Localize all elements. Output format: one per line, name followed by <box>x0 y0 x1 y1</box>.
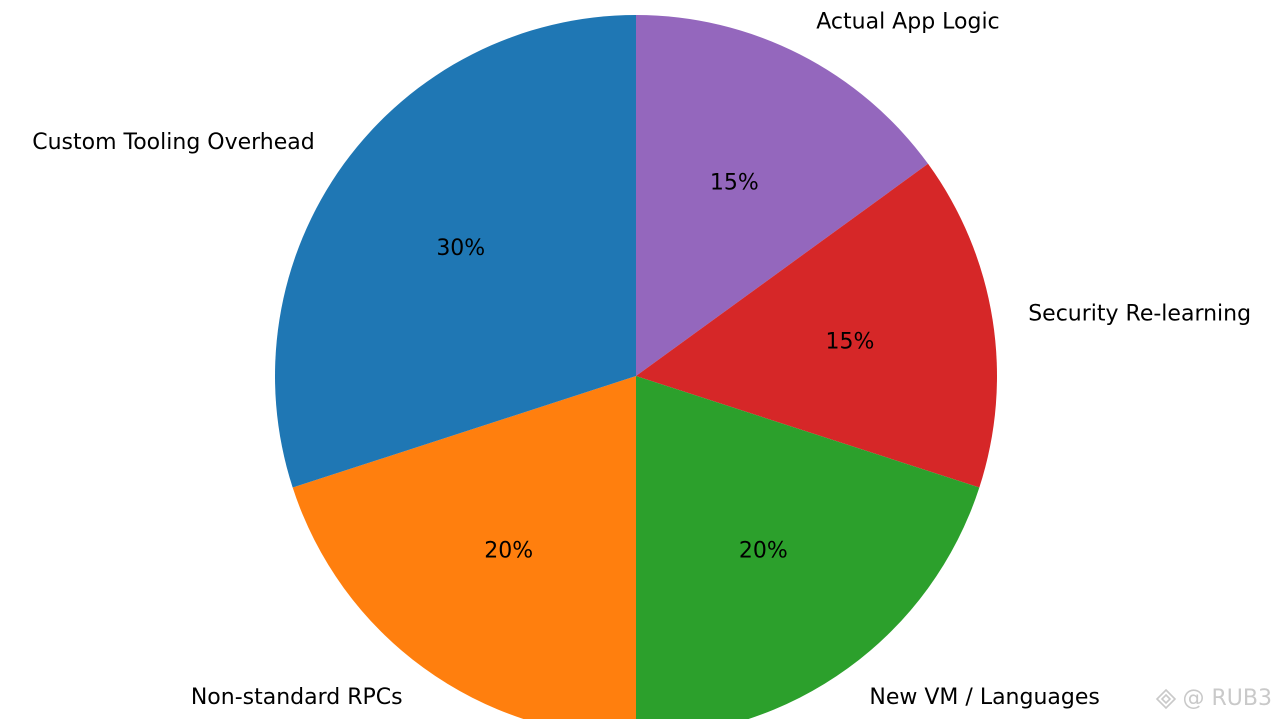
watermark: @ RUB3 <box>1155 686 1272 711</box>
slice-percent-label: 30% <box>436 236 485 261</box>
slice-category-label: Actual App Logic <box>816 10 999 35</box>
slice-category-label: Security Re-learning <box>1028 301 1251 326</box>
slice-percent-label: 15% <box>710 171 759 196</box>
pie-slice <box>636 163 997 488</box>
slice-category-label: Non-standard RPCs <box>191 685 403 710</box>
slice-category-label: New VM / Languages <box>869 685 1099 710</box>
pie-slice <box>292 376 636 719</box>
pie-slice <box>636 15 929 376</box>
slice-percent-label: 15% <box>825 330 874 355</box>
slice-category-label: Custom Tooling Overhead <box>32 130 314 155</box>
diamond-logo-icon <box>1155 688 1176 709</box>
pie-slice <box>275 15 636 488</box>
pie-slice <box>636 376 980 719</box>
slice-percent-label: 20% <box>484 539 533 564</box>
slice-percent-label: 20% <box>739 539 788 564</box>
watermark-text: @ RUB3 <box>1182 686 1272 711</box>
